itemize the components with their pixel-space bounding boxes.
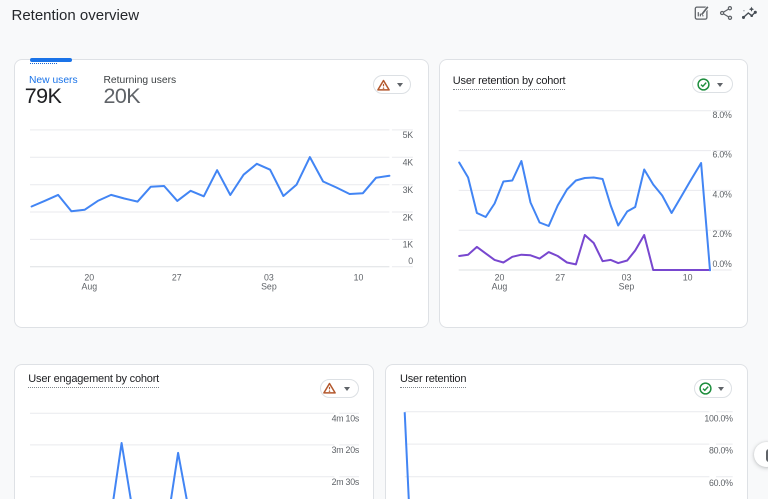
svg-text:Aug: Aug [81, 281, 97, 291]
svg-text:27: 27 [556, 272, 566, 282]
svg-text:8.0%: 8.0% [713, 109, 732, 119]
svg-text:Sep: Sep [261, 281, 277, 291]
svg-text:1K: 1K [403, 239, 414, 249]
svg-text:20: 20 [495, 272, 505, 282]
svg-text:Aug: Aug [492, 281, 508, 291]
svg-text:60.0%: 60.0% [709, 478, 733, 488]
svg-text:2m 30s: 2m 30s [332, 477, 360, 487]
svg-text:2K: 2K [403, 212, 414, 222]
svg-text:3K: 3K [403, 185, 414, 195]
svg-text:27: 27 [172, 272, 182, 282]
svg-text:03: 03 [264, 272, 274, 282]
svg-text:10: 10 [683, 272, 693, 282]
svg-text:2.0%: 2.0% [713, 229, 732, 239]
svg-text:5K: 5K [403, 130, 414, 140]
svg-text:4.0%: 4.0% [713, 189, 732, 199]
svg-text:20: 20 [84, 272, 94, 282]
svg-text:03: 03 [622, 272, 632, 282]
svg-text:10: 10 [354, 272, 364, 282]
svg-text:4K: 4K [403, 157, 414, 167]
svg-text:80.0%: 80.0% [709, 446, 733, 456]
svg-text:4m 10s: 4m 10s [332, 414, 360, 424]
svg-text:0: 0 [408, 255, 413, 265]
svg-text:100.0%: 100.0% [704, 414, 733, 424]
svg-text:3m 20s: 3m 20s [332, 445, 360, 455]
svg-text:0.0%: 0.0% [713, 259, 732, 269]
svg-text:6.0%: 6.0% [713, 149, 732, 159]
svg-text:Sep: Sep [619, 281, 635, 291]
